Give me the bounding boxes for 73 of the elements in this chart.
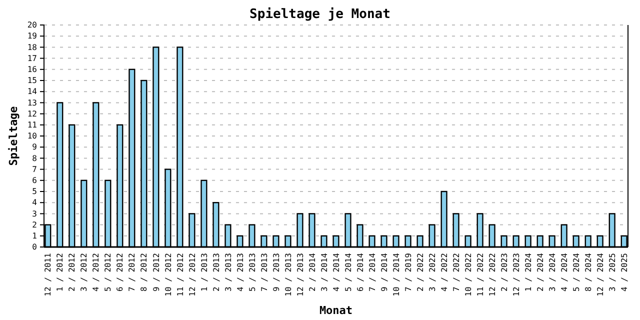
x-tick-label: 8 / 2024: [584, 252, 593, 292]
y-tick-label: 6: [32, 176, 38, 185]
y-tick-label: 15: [27, 76, 38, 86]
y-tick-label: 1: [32, 231, 38, 240]
y-tick-label: 10: [27, 132, 38, 141]
x-tick-label: 2 / 2024: [536, 252, 545, 292]
y-tick-label: 20: [27, 20, 38, 30]
x-tick-label: 9 / 2014: [380, 252, 389, 292]
y-tick-label: 13: [27, 98, 38, 108]
x-tick-label: 3 / 2014: [320, 252, 329, 292]
x-tick-label: 2 / 2022: [416, 252, 425, 292]
x-tick-label: 6 / 2014: [356, 252, 365, 292]
x-tick-label: 7 / 2014: [368, 252, 377, 292]
x-tick-label: 4 / 2025: [620, 252, 629, 292]
x-tick-label: 12 / 2011: [44, 252, 53, 296]
x-tick-label: 9 / 2012: [152, 252, 161, 292]
x-tick-label: 12 / 2024: [596, 252, 605, 296]
y-tick-label: 9: [32, 142, 38, 152]
y-tick-label: 4: [32, 198, 38, 208]
x-tick-label: 9 / 2013: [272, 252, 281, 292]
x-tick-label: 3 / 2024: [548, 252, 557, 292]
x-tick-label: 10 / 2014: [392, 252, 401, 296]
x-tick-label: 3 / 2025: [608, 252, 617, 292]
x-tick-label: 6 / 2012: [116, 252, 125, 292]
x-tick-label: 2 / 2023: [500, 252, 509, 292]
y-tick-label: 16: [27, 64, 38, 74]
x-tick-label: 5 / 2014: [344, 252, 353, 292]
x-tick-label: 4 / 2012: [92, 252, 101, 292]
x-tick-label: 4 / 2024: [560, 252, 569, 292]
x-tick-label: 5 / 2013: [248, 252, 257, 292]
x-tick-label: 7 / 2022: [452, 252, 461, 292]
y-tick-label: 7: [32, 164, 38, 174]
x-tick-label: 4 / 2014: [332, 252, 341, 292]
x-tick-label: 10 / 2012: [164, 252, 173, 296]
x-tick-label: 7 / 2013: [260, 252, 269, 292]
x-tick-label: 8 / 2012: [140, 252, 149, 292]
y-tick-label: 8: [32, 154, 38, 163]
x-tick-label: 10 / 2022: [464, 252, 473, 296]
y-axis-title: Spieltage: [7, 106, 20, 166]
x-tick-label: 4 / 2013: [236, 252, 245, 292]
y-tick-label: 14: [27, 87, 38, 96]
y-tick-label: 11: [27, 120, 38, 130]
y-tick-label: 5: [32, 187, 38, 196]
y-tick-label: 12: [27, 109, 38, 118]
x-tick-label: 5 / 2012: [104, 252, 113, 292]
x-tick-label: 12 / 2023: [512, 252, 521, 296]
y-tick-label: 19: [27, 32, 38, 41]
chart-title: Spieltage je Monat: [250, 7, 390, 22]
x-tick-label: 3 / 2022: [428, 252, 437, 292]
x-tick-label: 3 / 2012: [80, 252, 89, 292]
y-tick-label: 3: [32, 209, 38, 218]
x-tick-label: 1 / 2012: [56, 252, 65, 292]
x-tick-label: 4 / 2022: [440, 252, 449, 292]
x-tick-label: 12 / 2012: [188, 252, 197, 296]
x-axis-title: Monat: [319, 304, 353, 317]
x-tick-label: 2 / 2014: [308, 252, 317, 292]
y-tick-label: 2: [32, 220, 38, 230]
x-tick-label: 5 / 2024: [572, 252, 581, 292]
x-tick-label: 12 / 2022: [488, 252, 497, 296]
y-tick-label: 0: [32, 242, 38, 252]
y-tick-label: 17: [27, 54, 38, 63]
x-tick-label: 10 / 2013: [284, 252, 293, 296]
x-tick-label: 7 / 2012: [128, 252, 137, 292]
x-tick-label: 7 / 2019: [404, 252, 413, 292]
x-tick-label: 3 / 2013: [224, 252, 233, 292]
x-tick-label: 11 / 2022: [476, 252, 485, 296]
y-tick-label: 18: [27, 42, 38, 52]
x-tick-label: 2 / 2013: [212, 252, 221, 292]
x-tick-label: 12 / 2013: [296, 252, 305, 296]
x-tick-label: 1 / 2013: [200, 252, 209, 292]
x-tick-label: 1 / 2024: [524, 252, 533, 292]
x-tick-label: 11 / 2012: [176, 252, 185, 296]
x-tick-label: 2 / 2012: [68, 252, 77, 292]
